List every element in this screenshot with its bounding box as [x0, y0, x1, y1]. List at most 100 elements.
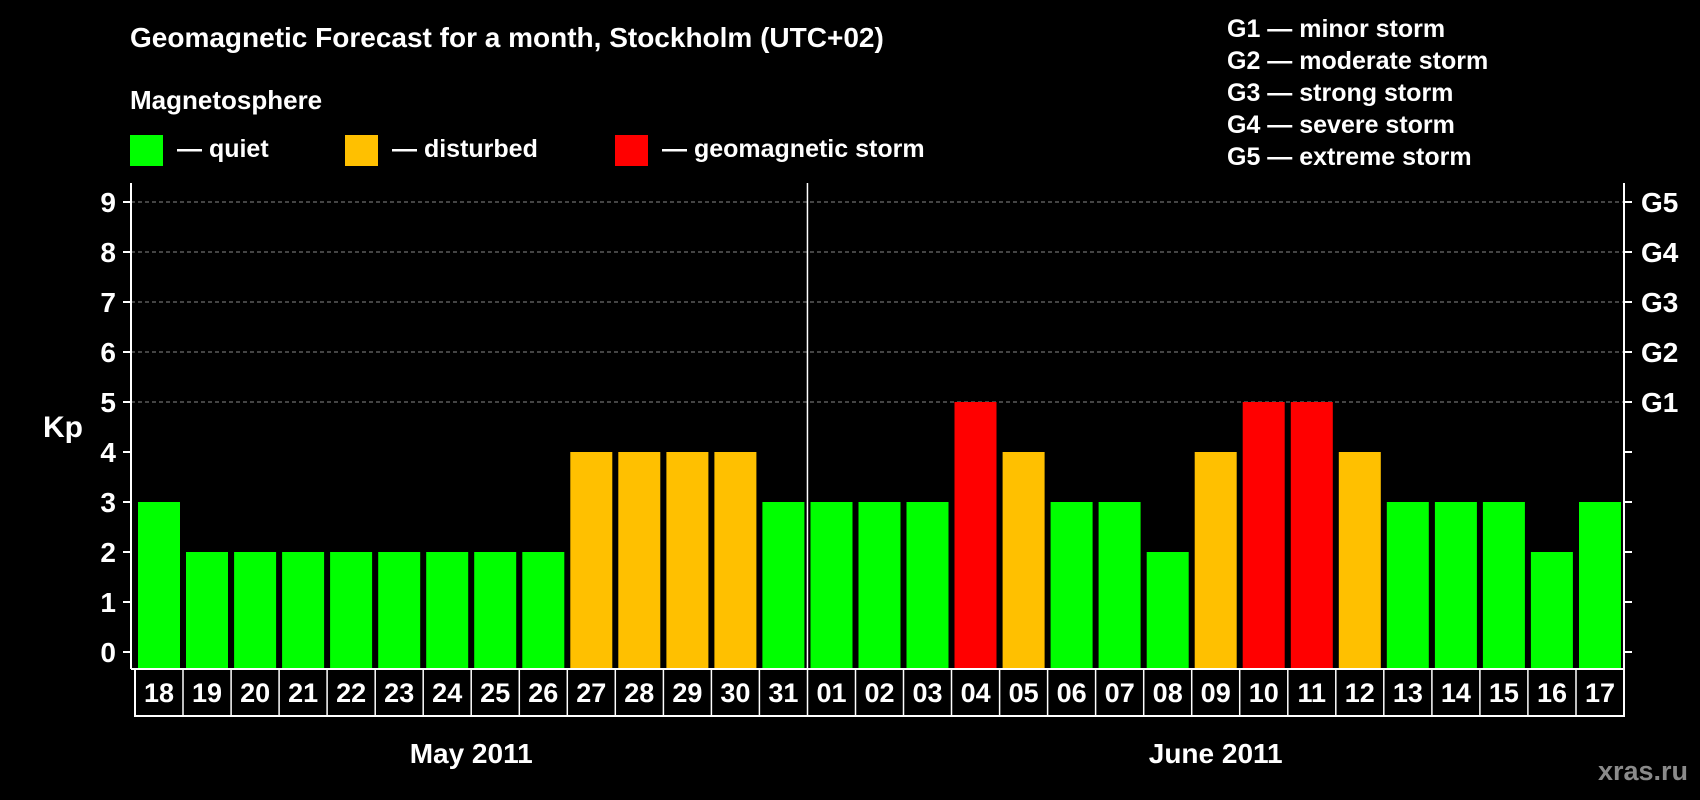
- bar: [330, 552, 373, 669]
- date-label: 07: [1105, 678, 1135, 708]
- y-tick-label: 5: [100, 387, 116, 418]
- date-label: 06: [1057, 678, 1087, 708]
- gridlines: [131, 201, 1624, 403]
- bar: [1098, 502, 1141, 669]
- date-label: 11: [1298, 678, 1327, 708]
- storm-scale-item: G5 — extreme storm: [1227, 143, 1472, 171]
- bar: [1290, 402, 1333, 669]
- bar: [666, 452, 709, 669]
- date-label: 30: [720, 678, 750, 708]
- date-label: 05: [1009, 678, 1039, 708]
- date-label: 09: [1201, 678, 1231, 708]
- y-tick-label: 4: [100, 437, 116, 468]
- date-label: 16: [1537, 678, 1567, 708]
- chart-subtitle: Magnetosphere: [130, 85, 322, 115]
- bar: [858, 502, 901, 669]
- y-tick-label: 2: [100, 537, 116, 568]
- y-tick-label: 0: [100, 637, 116, 668]
- bar: [138, 502, 180, 669]
- bar: [1338, 452, 1381, 669]
- date-label: 26: [528, 678, 558, 708]
- bar: [1050, 502, 1093, 669]
- legend-swatch-disturbed: [345, 135, 378, 166]
- storm-scale-item: G2 — moderate storm: [1227, 47, 1488, 75]
- bar: [1242, 402, 1285, 669]
- storm-scale-legend: G1 — minor storm G2 — moderate storm G3 — …: [1227, 15, 1488, 171]
- date-label: 31: [768, 678, 798, 708]
- bar: [906, 502, 949, 669]
- date-label: 23: [384, 678, 414, 708]
- bar: [1530, 552, 1573, 669]
- date-label: 28: [624, 678, 654, 708]
- month-label: May 2011: [410, 738, 533, 769]
- bar: [522, 552, 565, 669]
- date-label: 29: [672, 678, 702, 708]
- storm-scale-item: G3 — strong storm: [1227, 79, 1453, 107]
- date-label: 15: [1489, 678, 1519, 708]
- bar: [1194, 452, 1237, 669]
- storm-scale-item: G1 — minor storm: [1227, 15, 1445, 43]
- bar: [186, 552, 228, 669]
- legend-label-storm: — geomagnetic storm: [662, 135, 925, 163]
- storm-level-label: G3: [1641, 287, 1678, 318]
- bar: [1002, 452, 1045, 669]
- bar: [618, 452, 661, 669]
- date-label: 12: [1345, 678, 1375, 708]
- month-label: June 2011: [1149, 738, 1283, 769]
- y-tick-label: 7: [100, 287, 116, 318]
- bar: [234, 552, 277, 669]
- date-label: 19: [192, 678, 222, 708]
- date-label: 13: [1393, 678, 1423, 708]
- legend-swatch-storm: [615, 135, 648, 166]
- legend-label-disturbed: — disturbed: [392, 135, 538, 163]
- y-axis-label: Kp: [43, 411, 83, 444]
- date-label: 17: [1585, 678, 1615, 708]
- y-tick-label: 3: [100, 487, 116, 518]
- date-label: 08: [1153, 678, 1183, 708]
- storm-level-label: G2: [1641, 337, 1678, 368]
- date-label: 04: [961, 678, 991, 708]
- date-label: 03: [912, 678, 942, 708]
- storm-level-label: G1: [1641, 387, 1678, 418]
- legend-swatch-quiet: [130, 135, 163, 166]
- legend: — quiet — disturbed — geomagnetic storm: [130, 135, 925, 166]
- date-label: 01: [816, 678, 846, 708]
- date-label: 14: [1441, 678, 1471, 708]
- bar: [1146, 552, 1189, 669]
- bar: [1386, 502, 1429, 669]
- date-label: 18: [144, 678, 174, 708]
- bar: [426, 552, 469, 669]
- date-label: 27: [576, 678, 606, 708]
- y-tick-label: 9: [100, 187, 116, 218]
- date-label: 21: [288, 678, 318, 708]
- y-tick-label: 1: [100, 587, 116, 618]
- bar: [762, 502, 805, 669]
- chart-title: Geomagnetic Forecast for a month, Stockh…: [130, 22, 884, 53]
- bar: [282, 552, 325, 669]
- date-axis: 18 19 20 21 22 23 24 25 26 27 28 29 30 31 01 02 03 04 05 06…: [134, 668, 1625, 769]
- storm-level-label: G4: [1641, 237, 1679, 268]
- storm-level-label: G5: [1641, 187, 1678, 218]
- date-label: 20: [240, 678, 270, 708]
- bar: [1579, 502, 1621, 669]
- bar: [954, 402, 997, 669]
- y-tick-label: 6: [100, 337, 116, 368]
- date-label: 10: [1249, 678, 1279, 708]
- bar: [378, 552, 421, 669]
- bar: [474, 552, 517, 669]
- bar: [810, 502, 853, 669]
- bar: [1434, 502, 1477, 669]
- date-label: 25: [480, 678, 510, 708]
- legend-label-quiet: — quiet: [177, 135, 269, 163]
- date-label: 02: [864, 678, 894, 708]
- date-label: 22: [336, 678, 366, 708]
- date-label: 24: [432, 678, 462, 708]
- bar: [714, 452, 757, 669]
- storm-scale-item: G4 — severe storm: [1227, 111, 1455, 139]
- watermark: xras.ru: [1598, 756, 1688, 786]
- bar: [1482, 502, 1525, 669]
- y-tick-label: 8: [100, 237, 116, 268]
- date-row-frame: [134, 668, 1625, 717]
- bar: [570, 452, 613, 669]
